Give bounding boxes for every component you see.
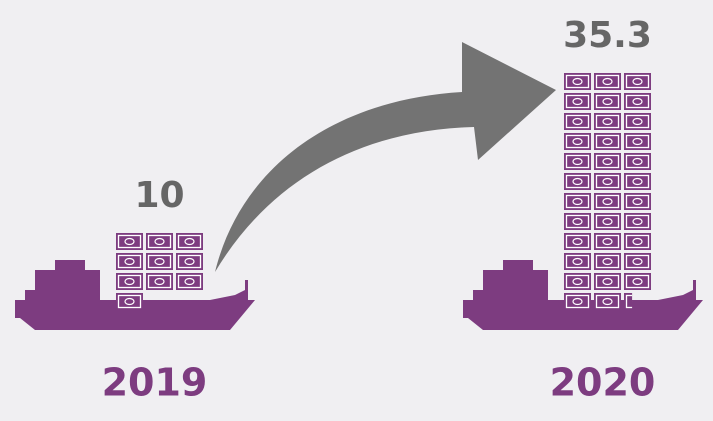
money-icon bbox=[594, 73, 621, 90]
money-icon bbox=[624, 253, 651, 270]
money-icon bbox=[594, 253, 621, 270]
money-icon bbox=[624, 213, 651, 230]
money-icon bbox=[146, 253, 173, 270]
money-icon bbox=[564, 113, 591, 130]
money-icon bbox=[594, 293, 621, 310]
money-icon bbox=[594, 93, 621, 110]
money-icon bbox=[116, 233, 143, 250]
money-icon bbox=[564, 73, 591, 90]
money-icon bbox=[624, 233, 651, 250]
money-icon bbox=[624, 273, 651, 290]
category-label: 2019 bbox=[102, 361, 208, 405]
money-icon bbox=[564, 93, 591, 110]
money-icon bbox=[564, 213, 591, 230]
value-label: 10 bbox=[134, 175, 184, 216]
money-icon bbox=[116, 273, 143, 290]
money-icon bbox=[624, 93, 651, 110]
money-icon bbox=[594, 213, 621, 230]
money-icon bbox=[594, 113, 621, 130]
money-icon bbox=[624, 153, 651, 170]
chart: 10 2019 35.3 2020 bbox=[0, 0, 713, 421]
icon-stack bbox=[116, 233, 203, 310]
growth-arrow bbox=[215, 42, 556, 272]
money-icon bbox=[176, 253, 203, 270]
money-icon bbox=[594, 133, 621, 150]
icon-stack bbox=[564, 73, 651, 310]
money-icon bbox=[176, 273, 203, 290]
money-icon bbox=[624, 173, 651, 190]
money-icon bbox=[594, 273, 621, 290]
money-icon bbox=[564, 173, 591, 190]
money-icon bbox=[564, 193, 591, 210]
money-icon bbox=[176, 233, 203, 250]
money-icon bbox=[594, 233, 621, 250]
money-icon bbox=[564, 293, 591, 310]
money-icon bbox=[146, 233, 173, 250]
money-icon bbox=[594, 153, 621, 170]
money-icon bbox=[146, 273, 173, 290]
money-icon bbox=[624, 133, 651, 150]
money-icon bbox=[624, 73, 651, 90]
money-icon bbox=[564, 253, 591, 270]
category-label: 2020 bbox=[550, 361, 656, 405]
money-icon bbox=[564, 233, 591, 250]
money-icon bbox=[624, 193, 651, 210]
money-icon bbox=[594, 193, 621, 210]
money-icon bbox=[564, 133, 591, 150]
money-icon bbox=[624, 113, 651, 130]
page: {"chart_data": {"type": "pictogram", "ca… bbox=[0, 0, 713, 421]
value-label: 35.3 bbox=[563, 15, 652, 56]
money-icon bbox=[116, 293, 143, 310]
money-icon bbox=[116, 253, 143, 270]
money-icon bbox=[564, 273, 591, 290]
money-icon bbox=[594, 173, 621, 190]
money-icon bbox=[564, 153, 591, 170]
